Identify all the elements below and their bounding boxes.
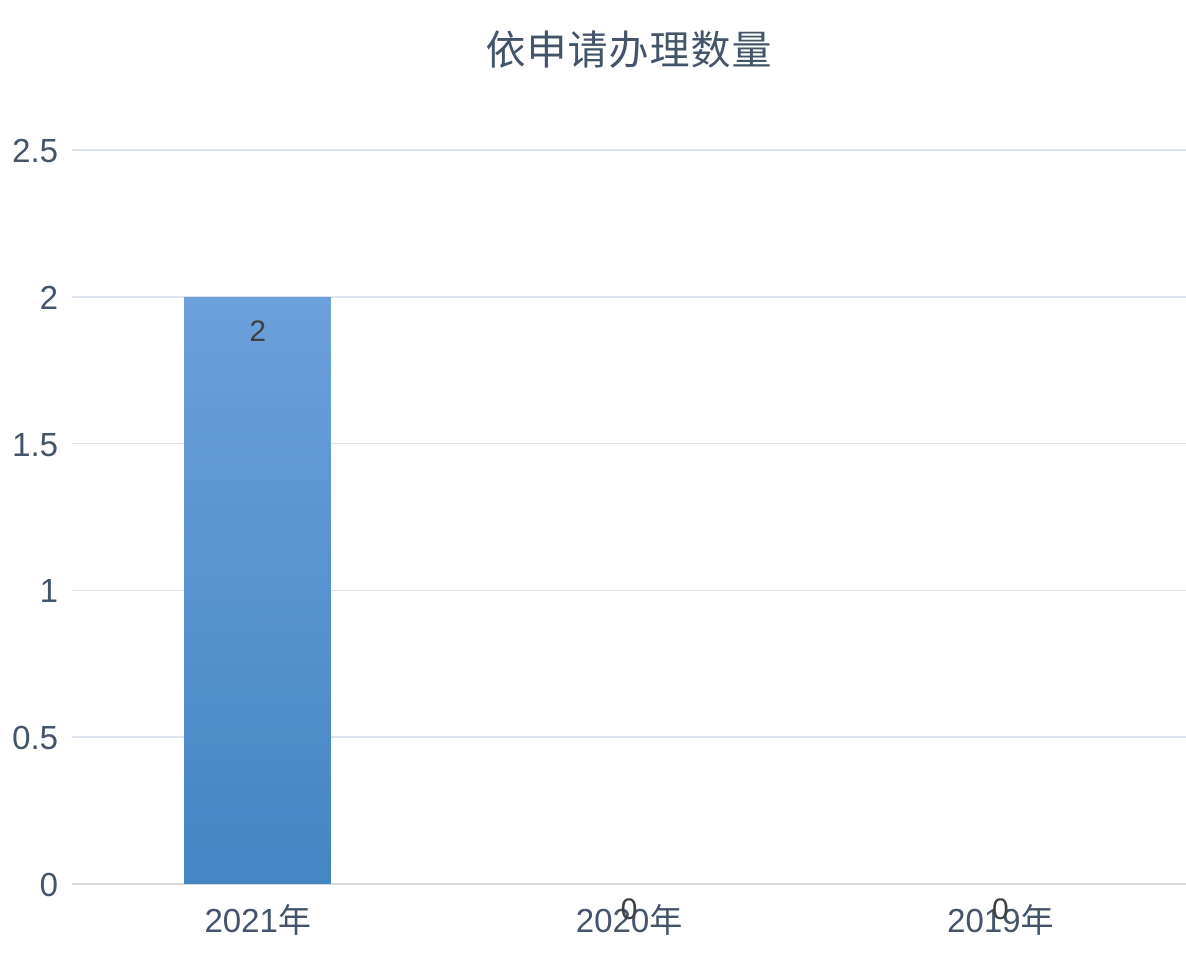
bar-series-point <box>184 296 332 884</box>
y-axis-tick-label: 1 <box>39 572 58 610</box>
y-axis-tick-label: 0.5 <box>12 719 58 757</box>
y-axis-tick-label: 0 <box>39 866 58 903</box>
x-axis-baseline <box>72 883 1186 885</box>
gridline <box>72 736 1186 738</box>
y-axis-tick-label: 1.5 <box>12 425 58 463</box>
gridline <box>72 589 1186 592</box>
x-axis-category-label: 2020年 <box>575 902 683 939</box>
x-axis-category-label: 2019年 <box>947 902 1054 939</box>
chart-title: 依申请办理数量 <box>485 28 773 74</box>
data-label: 0 <box>991 893 1009 926</box>
gridline <box>72 296 1186 298</box>
y-axis-tick-label: 2 <box>39 278 58 316</box>
gridline <box>72 149 1186 151</box>
y-axis-tick-label: 2.5 <box>12 132 58 169</box>
gridline <box>72 442 1186 445</box>
data-label: 2 <box>249 314 266 348</box>
x-axis-category-label: 2021年 <box>204 902 311 939</box>
data-label: 0 <box>620 893 638 926</box>
